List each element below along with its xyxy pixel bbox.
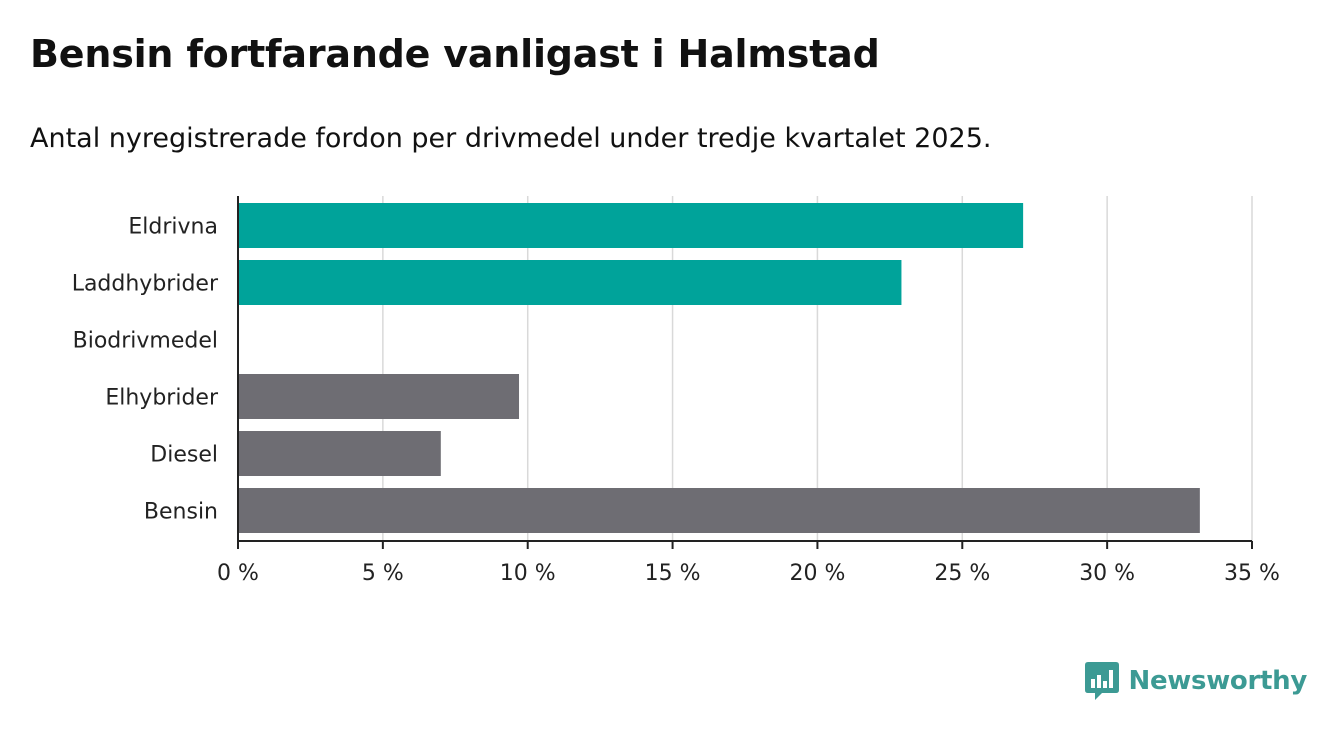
bar-bensin (238, 488, 1200, 533)
gridlines (382, 196, 1253, 541)
x-tick-label: 35 % (1224, 561, 1280, 586)
category-label: Laddhybrider (72, 272, 219, 297)
bars (238, 203, 1200, 533)
x-tick-label: 0 % (217, 561, 259, 586)
category-label: Biodrivmedel (73, 329, 218, 354)
x-tick-label: 30 % (1079, 561, 1135, 586)
category-label: Diesel (150, 443, 218, 468)
bar-laddhybrider (238, 260, 902, 305)
category-label: Elhybrider (105, 386, 219, 411)
brand-name: Newsworthy (1128, 666, 1308, 696)
newsworthy-logo-icon (1084, 662, 1119, 700)
category-label: Eldrivna (128, 215, 218, 240)
category-label: Bensin (144, 500, 218, 525)
chart-title: Bensin fortfarande vanligast i Halmstad (30, 32, 880, 76)
bar-diesel (238, 431, 441, 476)
x-tick-label: 20 % (789, 561, 845, 586)
bar-eldrivna (238, 203, 1024, 248)
bar-elhybrider (238, 374, 520, 419)
brand: Newsworthy (1084, 662, 1308, 700)
x-tick-label: 5 % (362, 561, 404, 586)
chart-subtitle: Antal nyregistrerade fordon per drivmede… (30, 123, 992, 154)
x-tick-label: 25 % (934, 561, 990, 586)
x-tick-label: 10 % (500, 561, 556, 586)
category-labels: Eldrivna Laddhybrider Biodrivmedel Elhybrid… (72, 215, 219, 525)
x-tick-label: 15 % (645, 561, 701, 586)
x-axis: 0 % 5 % 10 % 15 % 20 % 25 % 30 % 35 % (217, 196, 1280, 586)
